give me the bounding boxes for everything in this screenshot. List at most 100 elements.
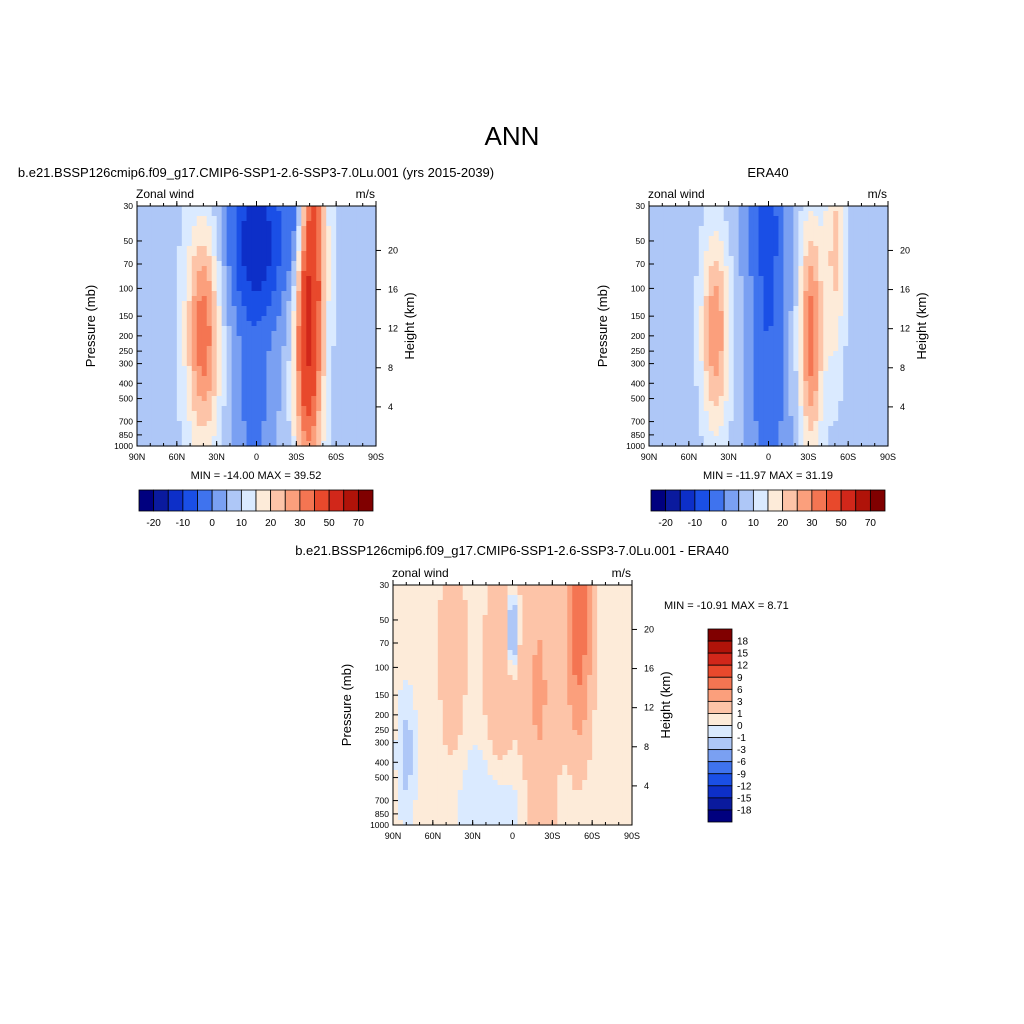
field-cell bbox=[868, 396, 874, 402]
colorbar-swatch bbox=[314, 489, 330, 512]
field-cell bbox=[748, 221, 755, 227]
field-cell bbox=[858, 316, 864, 322]
field-cell bbox=[151, 251, 158, 257]
field-cell bbox=[271, 271, 278, 277]
field-cell bbox=[808, 296, 814, 302]
field-cell bbox=[361, 336, 367, 342]
field-cell bbox=[688, 401, 695, 407]
field-cell bbox=[311, 431, 317, 437]
field-cell bbox=[673, 421, 680, 427]
field-cell bbox=[668, 396, 675, 402]
field-cell bbox=[858, 351, 864, 357]
field-cell bbox=[241, 346, 248, 352]
field-cell bbox=[231, 431, 238, 437]
field-cell bbox=[708, 411, 715, 417]
field-cell bbox=[798, 386, 804, 392]
field-cell bbox=[241, 301, 248, 307]
field-cell bbox=[663, 221, 670, 227]
field-cell bbox=[773, 241, 780, 247]
field-cell bbox=[291, 356, 297, 362]
field-cell bbox=[206, 376, 213, 382]
field-cell bbox=[271, 376, 278, 382]
field-cell bbox=[221, 336, 228, 342]
field-cell bbox=[311, 376, 317, 382]
field-cell bbox=[733, 366, 740, 372]
field-cell bbox=[728, 421, 735, 427]
field-cell bbox=[361, 391, 367, 397]
field-cell bbox=[848, 256, 854, 262]
field-cell bbox=[733, 241, 740, 247]
field-cell bbox=[351, 216, 357, 222]
field-cell bbox=[728, 231, 735, 237]
field-cell bbox=[331, 246, 337, 252]
field-cell bbox=[241, 436, 248, 442]
field-cell bbox=[778, 311, 785, 317]
field-cell bbox=[241, 321, 248, 327]
field-cell bbox=[673, 311, 680, 317]
field-cell bbox=[798, 321, 804, 327]
field-cell bbox=[798, 436, 804, 442]
field-cell bbox=[532, 585, 538, 591]
field-cell bbox=[251, 391, 258, 397]
field-cell bbox=[266, 386, 273, 392]
field-cell bbox=[848, 261, 854, 267]
field-cell bbox=[833, 391, 839, 397]
field-cell bbox=[236, 436, 243, 442]
field-cell bbox=[788, 386, 794, 392]
field-cell bbox=[191, 286, 198, 292]
field-cell bbox=[191, 406, 198, 412]
field-cell bbox=[301, 426, 307, 432]
field-cell bbox=[703, 251, 710, 257]
field-cell bbox=[301, 371, 307, 377]
field-cell bbox=[301, 276, 307, 282]
field-cell bbox=[668, 381, 675, 387]
field-cell bbox=[803, 346, 809, 352]
field-cell bbox=[818, 416, 824, 422]
field-cell bbox=[356, 336, 362, 342]
field-cell bbox=[798, 431, 804, 437]
field-cell bbox=[763, 246, 770, 252]
field-cell bbox=[241, 286, 248, 292]
field-cell bbox=[366, 261, 372, 267]
field-cell bbox=[728, 261, 735, 267]
field-cell bbox=[808, 241, 814, 247]
field-cell bbox=[206, 306, 213, 312]
field-cell bbox=[226, 346, 233, 352]
field-cell bbox=[226, 401, 233, 407]
field-cell bbox=[853, 211, 859, 217]
field-cell bbox=[246, 316, 253, 322]
field-cell bbox=[653, 346, 660, 352]
field-cell bbox=[818, 346, 824, 352]
field-cell bbox=[417, 595, 424, 601]
field-cell bbox=[703, 261, 710, 267]
field-cell bbox=[803, 426, 809, 432]
field-cell bbox=[818, 241, 824, 247]
field-cell bbox=[733, 386, 740, 392]
field-cell bbox=[326, 346, 332, 352]
field-cell bbox=[226, 416, 233, 422]
field-cell bbox=[311, 406, 317, 412]
field-cell bbox=[146, 291, 153, 297]
field-cell bbox=[878, 356, 884, 362]
field-cell bbox=[407, 590, 414, 596]
field-cell bbox=[276, 331, 282, 337]
field-cell bbox=[452, 585, 459, 591]
field-cell bbox=[316, 336, 322, 342]
field-cell bbox=[723, 366, 730, 372]
field-cell bbox=[567, 585, 573, 591]
field-cell bbox=[878, 326, 884, 332]
field-cell bbox=[226, 246, 233, 252]
field-cell bbox=[201, 366, 208, 372]
field-cell bbox=[853, 241, 859, 247]
field-cell bbox=[226, 256, 233, 262]
field-cell bbox=[226, 231, 233, 237]
field-cell bbox=[226, 321, 233, 327]
field-cell bbox=[281, 221, 287, 227]
field-cell bbox=[668, 306, 675, 312]
field-cell bbox=[768, 396, 775, 402]
field-cell bbox=[502, 590, 509, 596]
field-cell bbox=[146, 326, 153, 332]
field-cell bbox=[326, 246, 332, 252]
field-cell bbox=[843, 311, 849, 317]
field-cell bbox=[341, 386, 347, 392]
